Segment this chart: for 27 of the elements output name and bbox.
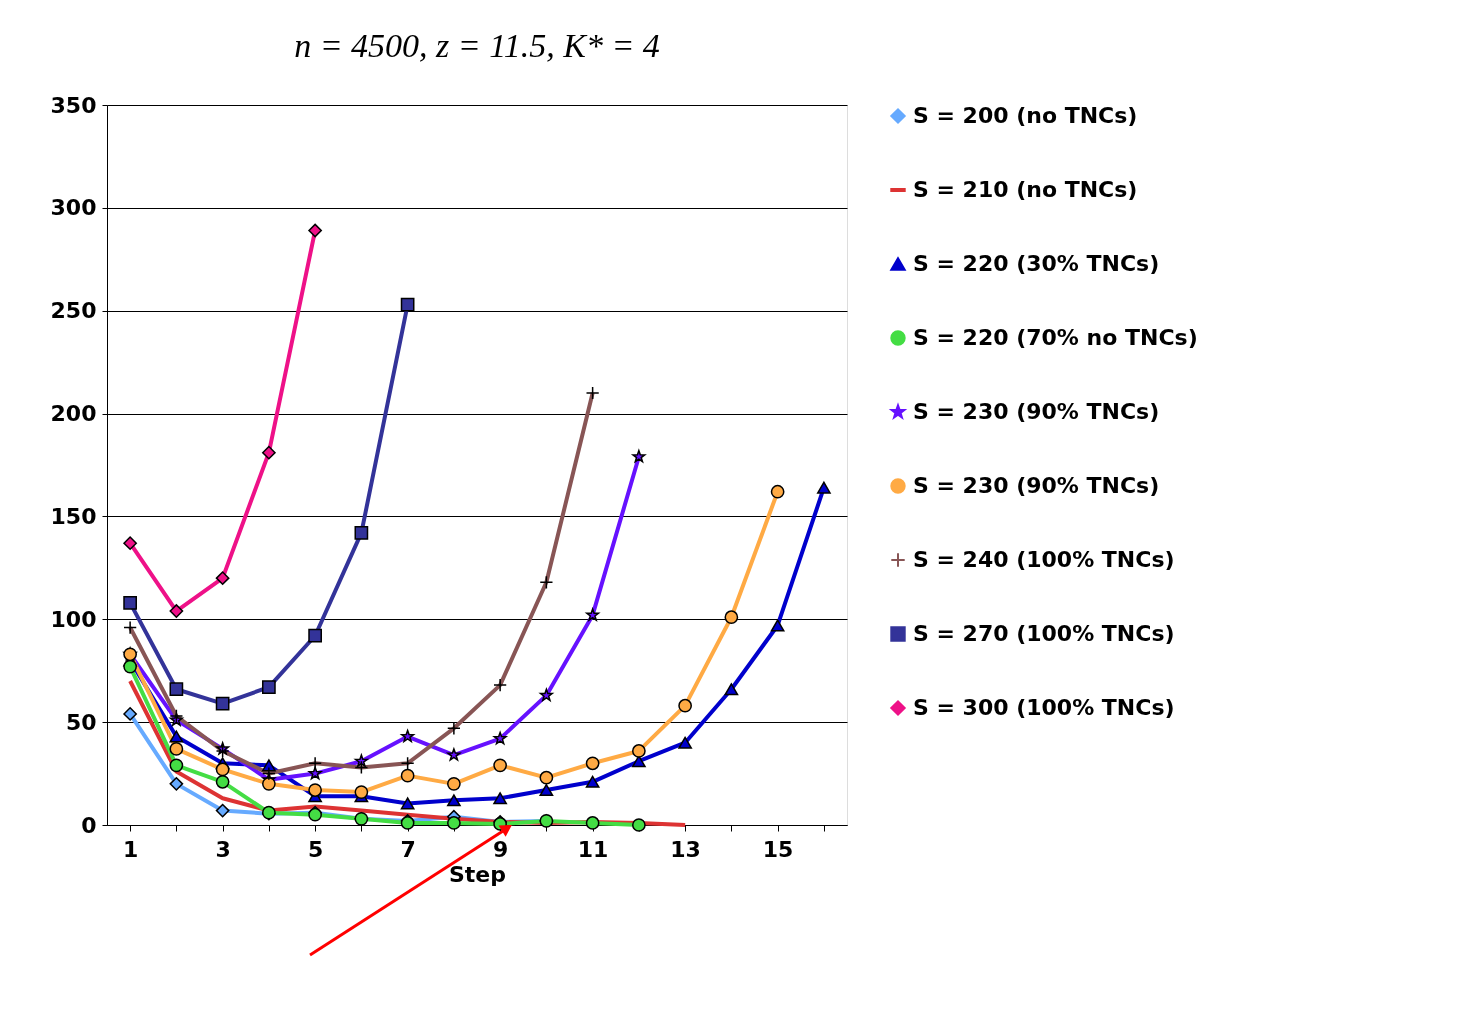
- y-tick-label: 350: [50, 92, 97, 118]
- legend-label: S = 200 (no TNCs): [913, 103, 1138, 128]
- x-tick-label: 1: [122, 836, 139, 862]
- x-tick-label: 13: [670, 836, 701, 862]
- x-tick-label: 15: [762, 836, 794, 862]
- y-tick-label: 50: [65, 709, 97, 735]
- x-tick-label: 5: [307, 836, 324, 862]
- y-tick-label: 250: [50, 298, 97, 324]
- x-tick-label: 9: [492, 836, 509, 862]
- legend-label: S = 210 (no TNCs): [913, 177, 1138, 202]
- y-tick-label: 300: [50, 195, 97, 221]
- x-tick-label: 3: [215, 836, 231, 862]
- legend-label: S = 230 (90% TNCs): [913, 399, 1160, 424]
- x-tick-label: 7: [400, 836, 416, 862]
- legend-label: S = 230 (90% TNCs): [913, 473, 1160, 498]
- y-tick-label: 150: [50, 503, 97, 529]
- y-tick-label: 200: [50, 401, 97, 427]
- chart-title: n = 4500, z = 11.5, K* = 4: [294, 27, 660, 64]
- y-tick-label: 100: [50, 606, 97, 632]
- legend-label: S = 240 (100% TNCs): [913, 547, 1175, 572]
- legend-label: S = 270 (100% TNCs): [913, 621, 1175, 646]
- x-tick-label: 11: [577, 836, 609, 862]
- legend-label: S = 220 (30% TNCs): [913, 251, 1160, 276]
- legend-label: S = 220 (70% no TNCs): [913, 325, 1198, 350]
- y-tick-label: 0: [81, 812, 97, 838]
- legend-label: S = 300 (100% TNCs): [913, 695, 1175, 720]
- x-axis-title: Step: [448, 861, 507, 887]
